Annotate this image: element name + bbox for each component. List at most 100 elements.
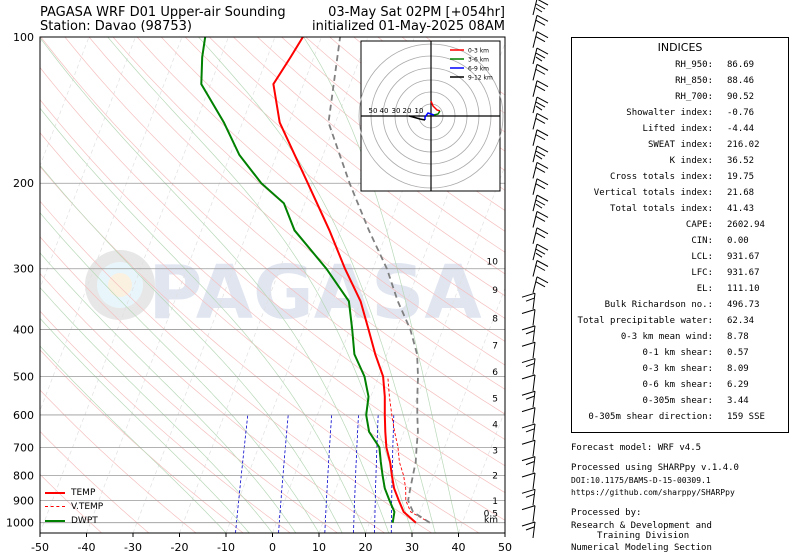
org-line2: Training Division — [597, 531, 690, 541]
index-value: 90.52 — [727, 92, 755, 102]
index-label: Lifted index: — [642, 124, 713, 134]
dry-adiabat-line — [136, 37, 505, 342]
wind-barb — [532, 243, 549, 261]
profile-lines — [200, 37, 431, 524]
mixing-ratio-line — [324, 414, 333, 533]
index-row: Lifted index: -4.44 — [572, 124, 788, 140]
dry-adiabat-line — [233, 37, 505, 253]
profile-parcel — [327, 37, 431, 524]
wind-barb — [532, 47, 549, 65]
sounding-title-line1: PAGASA WRF D01 Upper-air Sounding — [40, 5, 286, 20]
isotherm-line — [365, 164, 505, 533]
hodo-ring-label: 10 — [415, 107, 424, 115]
dry-adiabat-line — [40, 349, 244, 533]
wind-barb — [521, 488, 536, 506]
index-value: 496.73 — [727, 300, 760, 310]
height-labels: km0.5 1 2 3 4 5 6 7 8 9 10 — [484, 258, 499, 526]
index-value: 19.75 — [727, 172, 755, 182]
moist-adiabat-line — [40, 212, 320, 533]
y-tick-label: 300 — [13, 263, 34, 276]
index-row: CIN: 0.00 — [572, 236, 788, 252]
wind-barb — [532, 0, 549, 16]
wind-barb — [532, 227, 549, 244]
index-value: 88.46 — [727, 76, 755, 86]
index-row: EL: 111.10 — [572, 284, 788, 300]
y-tick-label: 700 — [13, 441, 34, 454]
profile-vtemp — [387, 376, 431, 524]
isotherm-line — [272, 37, 462, 533]
valid-time: 03-May Sat 02PM [+054hr] initialized 01-… — [312, 6, 505, 34]
isobar-lines — [40, 36, 505, 524]
mixing-ratio-line — [278, 414, 289, 533]
index-row: RH_850: 88.46 — [572, 76, 788, 92]
legend-temp: TEMP — [45, 486, 103, 500]
wind-barb — [521, 390, 536, 408]
watermark-text: PAGASA — [148, 250, 481, 336]
indices-panel: INDICES RH_950: 86.69 RH_850: 88.46 RH_700: 9… — [571, 37, 789, 433]
hodo-trace-6-9km — [424, 112, 435, 120]
index-row: Showalter index: -0.76 — [572, 108, 788, 124]
wind-barb — [521, 309, 536, 326]
index-value: 931.67 — [727, 252, 760, 262]
index-label: Vertical totals index: — [593, 188, 713, 198]
wind-barb — [521, 456, 536, 473]
moist-adiabat-line — [40, 164, 343, 533]
moist-adiabat-line — [198, 37, 436, 533]
y-tick-label: 100 — [13, 31, 34, 44]
index-label: 0-6 km shear: — [642, 380, 713, 390]
index-value: 0.00 — [727, 236, 749, 246]
isotherm-line — [40, 37, 183, 412]
index-value: 2602.94 — [727, 220, 765, 230]
height-label: km — [484, 516, 498, 526]
indices-list: RH_950: 86.69 RH_850: 88.46 RH_700: 90.52 Show… — [572, 60, 788, 428]
dry-adiabat-line — [209, 37, 505, 275]
legend-vtemp: V.TEMP — [45, 500, 103, 514]
legend-vtemp-label: V.TEMP — [71, 502, 104, 512]
dry-adiabat-line — [112, 37, 505, 366]
wind-barb — [521, 521, 536, 539]
index-value: 216.02 — [727, 140, 760, 150]
dry-adiabat-line — [160, 37, 505, 319]
watermark: PAGASA — [85, 250, 482, 336]
wind-barb — [532, 96, 549, 114]
x-tick-label: -30 — [124, 541, 142, 554]
wind-barb — [521, 472, 536, 490]
indices-title: INDICES — [657, 41, 703, 54]
hodo-trace-9-12km — [408, 115, 426, 121]
y-tick-label: 400 — [13, 323, 34, 336]
dry-adiabat-line — [40, 272, 338, 533]
y-tick-label: 200 — [13, 177, 34, 190]
x-tick-label: 40 — [452, 541, 466, 554]
hodograph-legend: 0-3 km 3-6 km 6-9 km 9-12 km — [450, 48, 493, 82]
index-row: 0-305m shear: 3.44 — [572, 396, 788, 412]
mixing-ratio-line — [353, 414, 359, 533]
station-name: Station: Davao (98753) — [40, 19, 192, 34]
index-value: 0.57 — [727, 348, 749, 358]
y-axis-ticks: 100 200 300 400 500 600 700 800 900 1000 — [6, 31, 34, 530]
mixing-ratio-line — [390, 414, 395, 533]
index-row: Vertical totals index: 21.68 — [572, 188, 788, 204]
index-label: 0-3 km mean wind: — [620, 332, 713, 342]
height-label: 5 — [492, 395, 498, 405]
index-row: K index: 36.52 — [572, 156, 788, 172]
y-tick-label: 500 — [13, 370, 34, 383]
index-value: 8.09 — [727, 364, 749, 374]
legend-temp-label: TEMP — [71, 488, 96, 498]
index-row: RH_950: 86.69 — [572, 60, 788, 76]
wind-barb — [532, 211, 549, 228]
index-value: 86.69 — [727, 60, 755, 70]
moist-adiabat-line — [40, 107, 366, 533]
hodo-legend-label: 3-6 km — [468, 57, 489, 64]
index-value: 159 SSE — [727, 412, 765, 422]
index-row: 0-3 km shear: 8.09 — [572, 364, 788, 380]
index-label: 0-1 km shear: — [642, 348, 713, 358]
chart-legend: TEMP V.TEMP DWPT — [45, 486, 103, 528]
wind-barb — [521, 439, 536, 457]
height-label: 6 — [492, 368, 498, 378]
x-tick-label: -50 — [31, 541, 49, 554]
index-value: 8.78 — [727, 332, 749, 342]
index-row: Bulk Richardson no.: 496.73 — [572, 300, 788, 316]
wind-barb — [532, 276, 549, 293]
dry-adiabat-line — [40, 99, 505, 494]
